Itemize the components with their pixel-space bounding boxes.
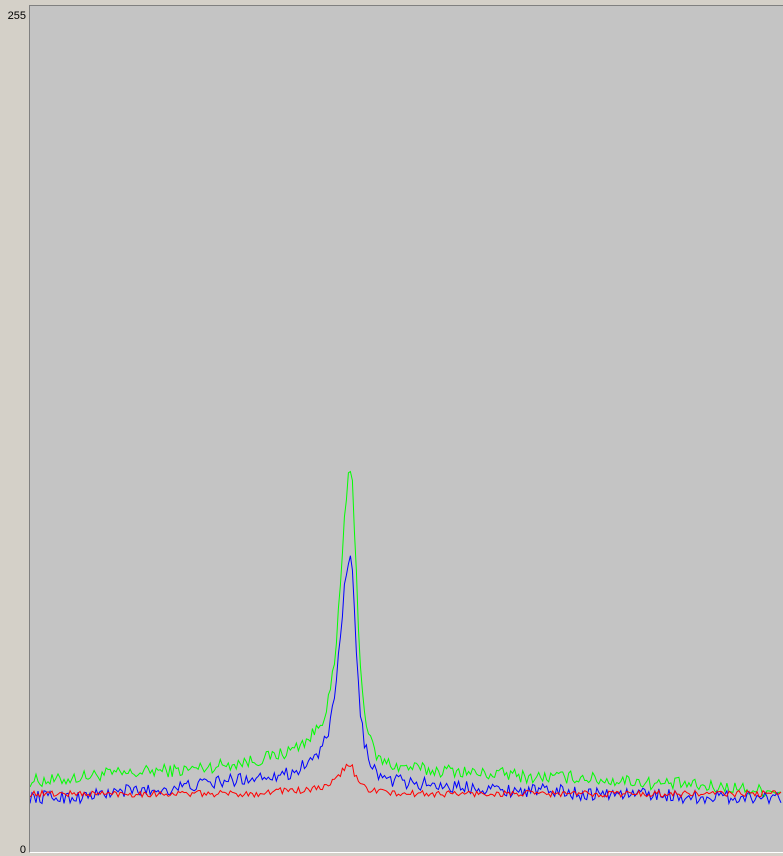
plot-area: [29, 5, 783, 853]
series-line-0: [30, 470, 782, 798]
y-tick-label-min: 0: [19, 844, 26, 856]
y-tick-label-max: 255: [7, 10, 26, 22]
series-line-2: [30, 763, 782, 799]
series-line-1: [30, 555, 782, 806]
y-axis: 255 0: [0, 5, 29, 856]
chart-canvas: [30, 470, 782, 806]
